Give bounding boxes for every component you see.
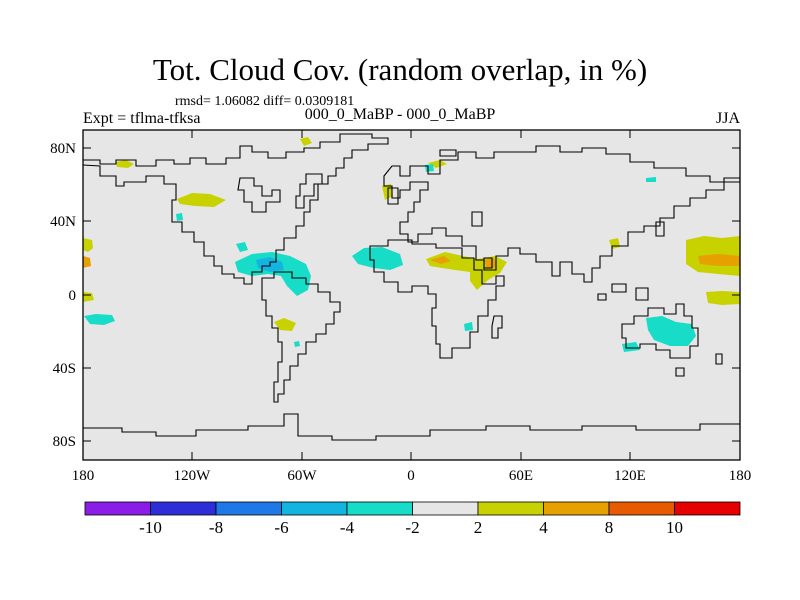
coastline-greenland — [295, 173, 323, 209]
colorbar-swatch — [150, 501, 217, 516]
anomaly-patch — [484, 258, 497, 269]
coastline-svalbard — [439, 149, 457, 157]
lat-label-40s: 40S — [53, 361, 76, 377]
lon-label-0: 0 — [407, 468, 415, 484]
anomaly-patch — [706, 291, 740, 305]
lat-label-40n: 40N — [50, 214, 76, 230]
experiment-label: Expt = tflma-tfksa — [83, 110, 201, 127]
lon-label-180e: 180 — [729, 468, 752, 484]
colorbar-label: -2 — [405, 518, 419, 537]
coastline-japan — [655, 221, 665, 237]
coastline-arabia — [483, 257, 493, 269]
lon-label-120e: 120E — [614, 468, 646, 484]
colorbar-swatch — [608, 501, 675, 516]
coastline-australia — [621, 303, 699, 359]
coastline-south-america — [261, 271, 341, 403]
coastline-eurasia — [383, 145, 740, 283]
coastline-uk — [387, 187, 399, 205]
anomaly-patch — [464, 322, 473, 331]
coastline-new-zealand — [715, 353, 723, 365]
colorbar-label: -6 — [274, 518, 288, 537]
anomaly-patches — [83, 137, 740, 352]
colorbar-swatch — [215, 501, 282, 516]
anomaly-patch — [176, 213, 183, 221]
lon-label-120w: 120W — [174, 468, 212, 484]
stats-line: rmsd= 1.06082 diff= 0.0309181 — [175, 94, 355, 109]
anomaly-patch — [83, 238, 93, 252]
colorbar-swatch — [346, 501, 413, 516]
lat-axis — [83, 147, 740, 442]
colorbar-swatch — [674, 501, 741, 516]
period-label: 000_0_MaBP - 000_0_MaBP — [304, 106, 496, 123]
colorbar — [84, 501, 741, 516]
colorbar-label: 10 — [666, 518, 683, 537]
colorbar-label: 4 — [539, 518, 548, 537]
lon-label-180w: 180 — [72, 468, 95, 484]
lat-label-80n: 80N — [50, 141, 76, 157]
anomaly-patch — [646, 316, 696, 346]
anomaly-patch — [177, 193, 226, 207]
coastline-antarctica — [83, 413, 740, 441]
anomaly-patch — [116, 160, 134, 168]
colorbar-label: -4 — [340, 518, 355, 537]
colorbar-swatch — [84, 501, 151, 516]
anomaly-patch — [430, 256, 451, 264]
colorbar-swatch — [281, 501, 348, 516]
colorbar-label: 2 — [474, 518, 483, 537]
coastline-indonesia — [597, 283, 649, 301]
anomaly-patch — [83, 256, 91, 268]
chart-title: Tot. Cloud Cov. (random overlap, in %) — [152, 52, 648, 87]
anomaly-patch — [698, 254, 740, 266]
anomaly-patch — [428, 160, 447, 168]
lon-label-60e: 60E — [509, 468, 533, 484]
anomaly-patch — [235, 252, 311, 296]
lon-axis — [191, 130, 631, 460]
coastline-africa — [369, 239, 505, 359]
anomaly-patch — [352, 247, 403, 270]
anomaly-patch — [294, 341, 300, 347]
anomaly-patch — [646, 177, 656, 182]
colorbar-swatch — [412, 501, 479, 516]
map-background — [83, 130, 740, 460]
anomaly-patch — [84, 314, 115, 325]
colorbar-label: 8 — [605, 518, 614, 537]
lat-label-0: 0 — [69, 288, 77, 304]
colorbar-label: -8 — [209, 518, 223, 537]
colorbar-swatch — [477, 501, 544, 516]
season-label: JJA — [715, 110, 740, 127]
colorbar-swatch — [543, 501, 610, 516]
coastline-madagascar — [491, 315, 503, 339]
coastlines — [83, 133, 740, 441]
lon-label-60w: 60W — [287, 468, 317, 484]
lat-label-80s: 80S — [53, 434, 76, 450]
anomaly-patch — [300, 137, 312, 146]
coastline-hudson — [237, 177, 281, 213]
anomaly-patch — [425, 164, 434, 172]
coastline-caspian — [471, 211, 483, 227]
anomaly-patch — [274, 318, 296, 331]
colorbar-label: -10 — [139, 518, 162, 537]
coastline-tasmania — [675, 367, 685, 377]
coastline-north-america — [83, 133, 389, 285]
anomaly-patch — [236, 242, 248, 252]
